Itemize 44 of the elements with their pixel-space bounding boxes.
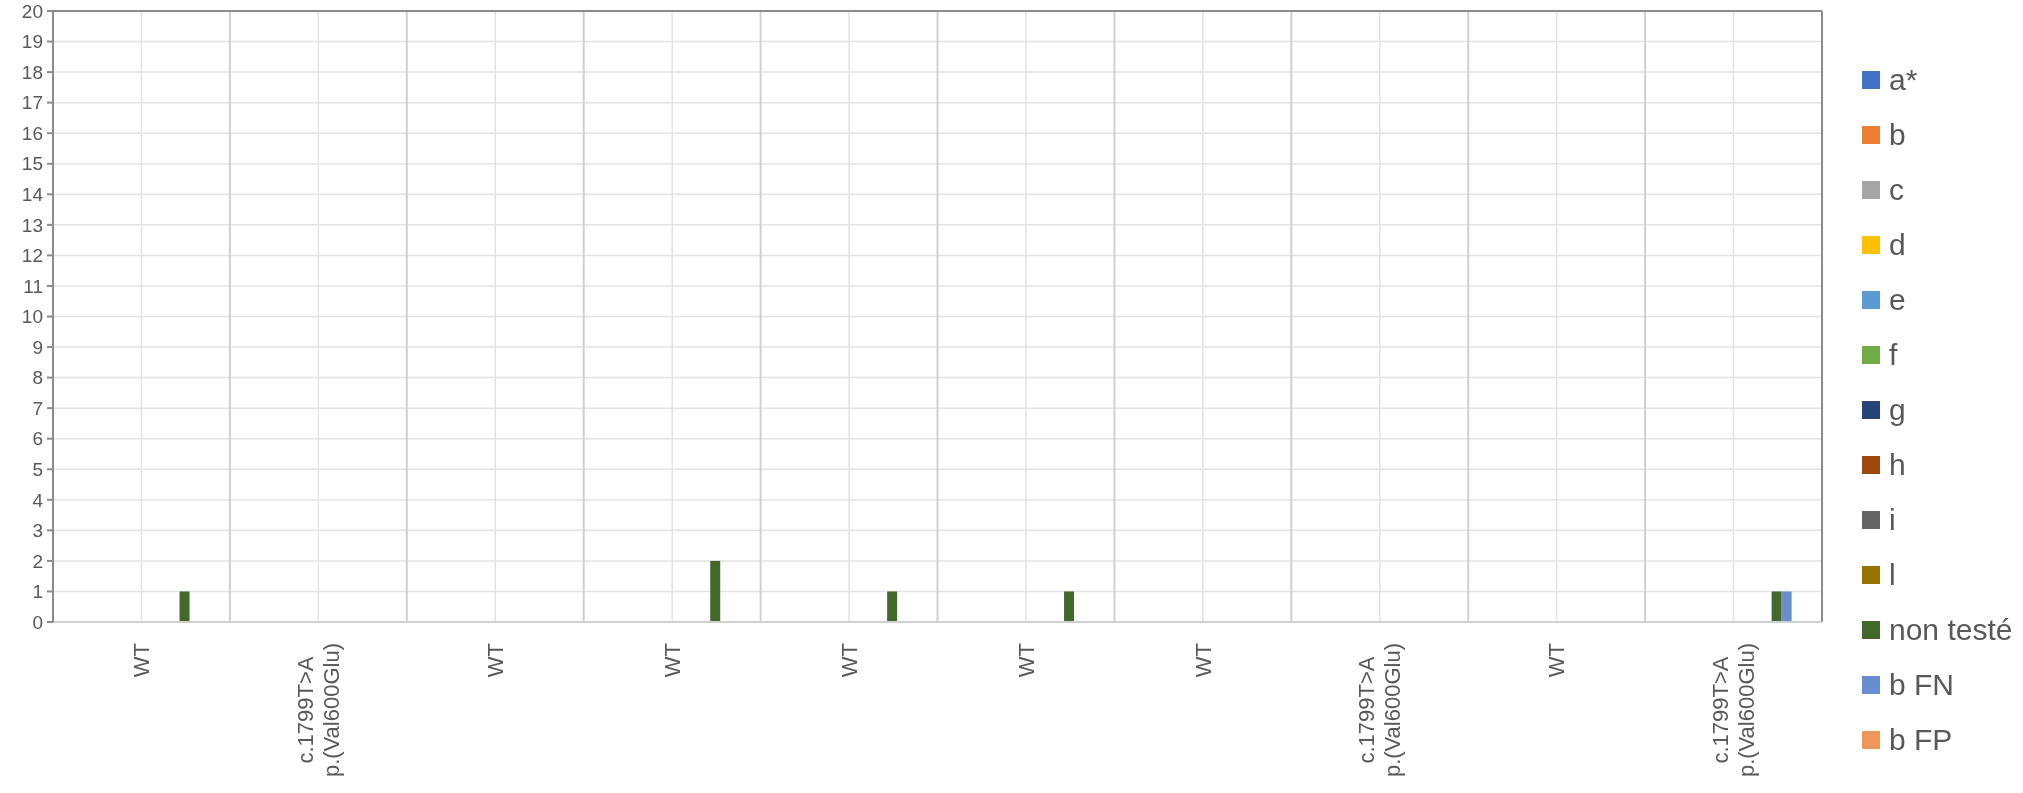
y-tick-label: 17: [21, 92, 43, 114]
y-tick-label: 2: [32, 550, 43, 572]
y-tick-label: 19: [21, 31, 43, 53]
legend-label: non testé: [1889, 612, 2013, 647]
y-tick-label: 9: [32, 336, 43, 358]
y-tick-label: 14: [21, 184, 44, 206]
y-tick-label: 15: [21, 153, 43, 175]
legend-label: l: [1889, 557, 1896, 592]
legend-label: g: [1889, 392, 1906, 427]
x-tick-label: WT: [482, 643, 508, 678]
y-tick-label: 7: [32, 397, 43, 419]
legend-label: a*: [1889, 62, 1918, 97]
y-tick-label: 18: [21, 61, 43, 83]
legend-label: c: [1889, 172, 1904, 207]
y-tick-label: 1: [32, 581, 43, 603]
x-tick-label: WT: [1013, 643, 1039, 678]
y-tick-label: 10: [21, 306, 43, 328]
y-tick-label: 16: [21, 122, 43, 144]
legend-label: b: [1889, 117, 1906, 152]
y-tick-label: 0: [32, 611, 43, 633]
legend-label: h: [1889, 447, 1906, 482]
y-tick-label: 3: [32, 520, 43, 542]
y-tick-label: 12: [21, 245, 43, 267]
legend-label: i: [1889, 502, 1896, 537]
x-tick-label: c.1799T>A p.(Val600Glu): [293, 643, 345, 778]
x-tick-label: c.1799T>A p.(Val600Glu): [1354, 643, 1406, 778]
legend-label: d: [1889, 227, 1906, 262]
x-tick-label: WT: [1190, 643, 1216, 678]
y-tick-label: 8: [32, 367, 43, 389]
legend-label: f: [1889, 337, 1898, 372]
y-tick-label: 20: [21, 0, 43, 22]
y-tick-label: 4: [32, 489, 44, 511]
legend-label: e: [1889, 282, 1906, 317]
y-tick-label: 5: [32, 458, 43, 480]
y-tick-label: 11: [23, 275, 43, 297]
x-tick-label: WT: [659, 643, 685, 678]
legend-label: b FN: [1889, 667, 1955, 702]
y-tick-label: 13: [21, 214, 43, 236]
x-tick-label: WT: [1544, 643, 1570, 678]
x-tick-label: c.1799T>A p.(Val600Glu): [1708, 643, 1760, 778]
y-tick-label: 6: [32, 428, 43, 450]
legend-label: b FP: [1889, 722, 1953, 757]
x-tick-label: WT: [129, 643, 155, 678]
x-tick-label: WT: [836, 643, 862, 678]
